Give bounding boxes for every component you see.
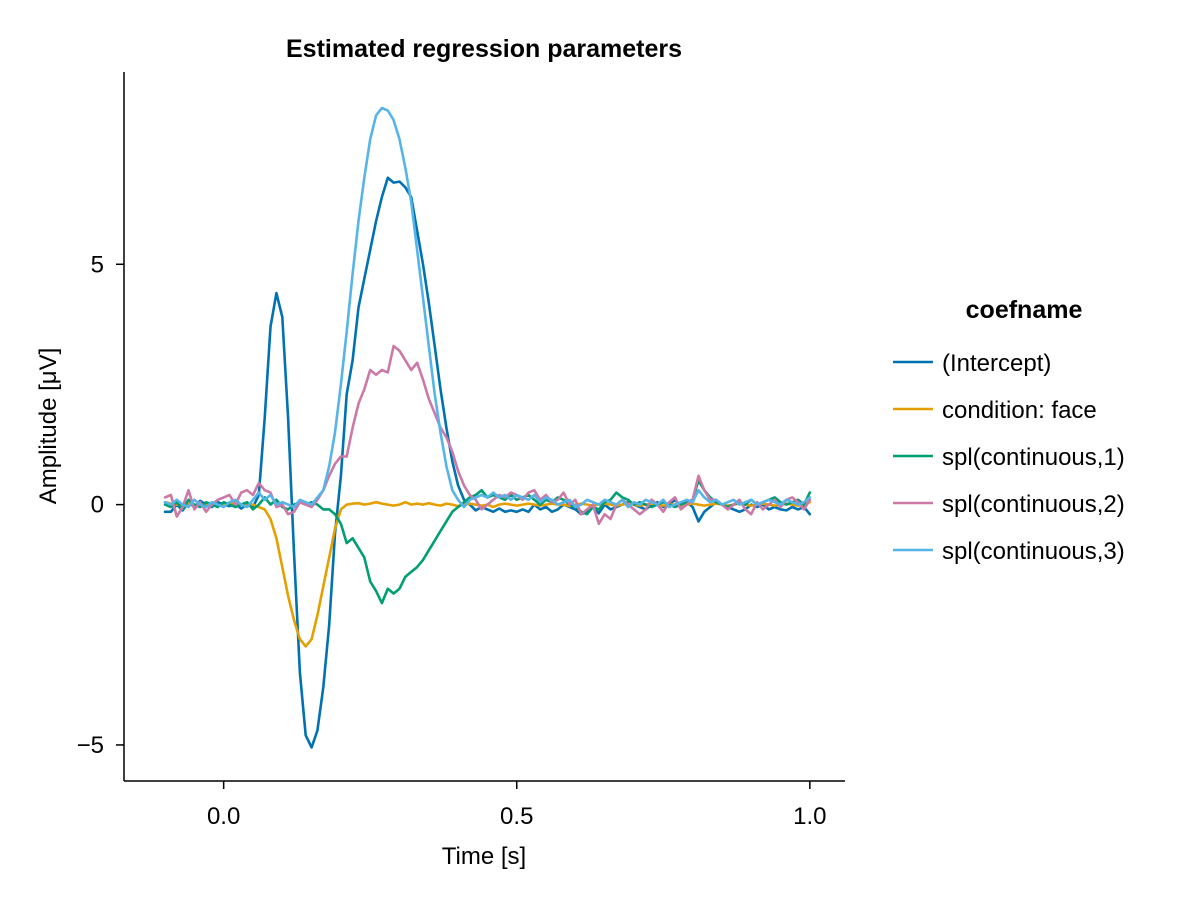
x-tick-label: 0.0 (207, 803, 240, 830)
series-lines (163, 106, 812, 749)
legend-label: spl(continuous,2) (942, 491, 1125, 518)
legend-items: (Intercept) condition: face spl(continuous… (893, 350, 1125, 565)
x-ticks: 0.0 0.5 1.0 (207, 781, 827, 830)
plot-area: 0.0 0.5 1.0 −5 0 5 (77, 72, 845, 830)
legend-label: spl(continuous,3) (942, 538, 1125, 565)
legend: coefname (Intercept) condition: face spl(c… (893, 296, 1125, 565)
y-tick-label: 0 (91, 492, 104, 519)
x-tick-label: 0.5 (500, 803, 533, 830)
y-axis-label: Amplitude [μV] (35, 348, 62, 505)
x-tick-label: 1.0 (793, 803, 826, 830)
series-line-2 (163, 500, 812, 648)
legend-title: coefname (966, 296, 1083, 324)
legend-label: spl(continuous,1) (942, 444, 1125, 471)
y-tick-label: −5 (77, 732, 104, 759)
x-axis-label: Time [s] (442, 843, 526, 870)
y-ticks: −5 0 5 (77, 251, 124, 759)
legend-label: condition: face (942, 397, 1097, 424)
series-line-1 (163, 176, 812, 749)
legend-label: (Intercept) (942, 350, 1051, 377)
chart-title: Estimated regression parameters (286, 35, 682, 63)
y-tick-label: 5 (91, 251, 104, 278)
series-line-5 (163, 106, 812, 509)
